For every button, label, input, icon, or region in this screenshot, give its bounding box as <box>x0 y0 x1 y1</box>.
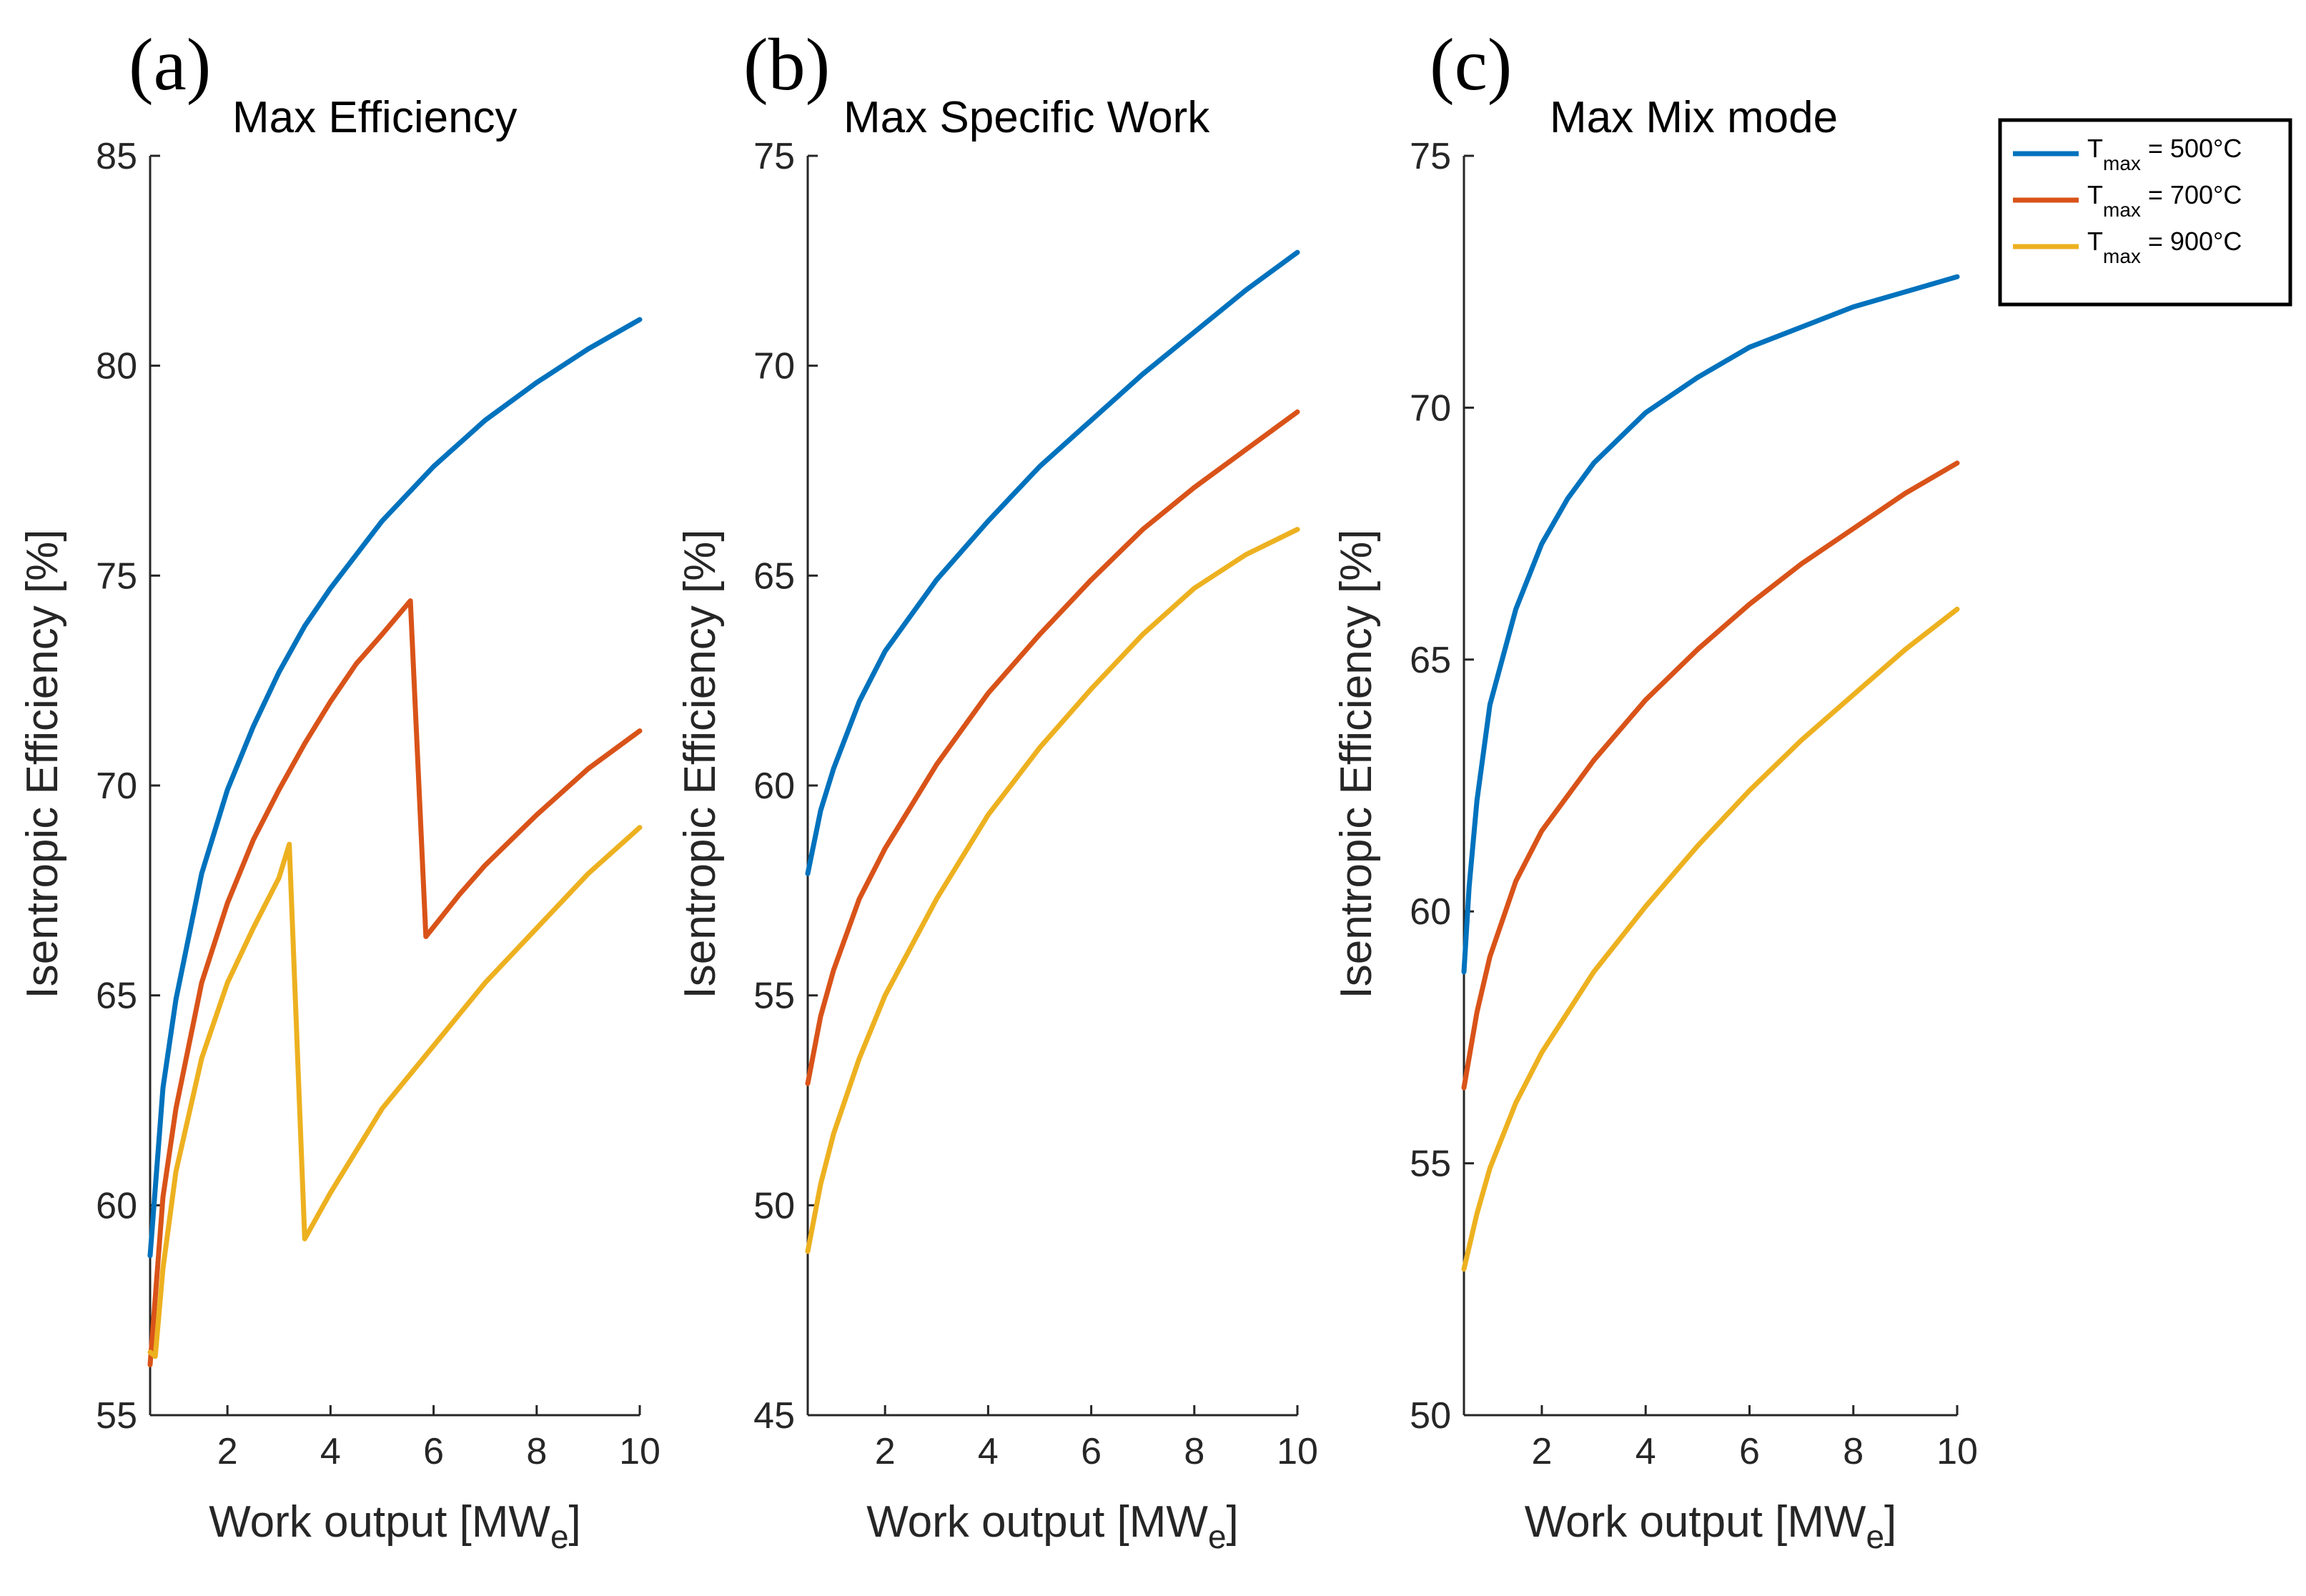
x-tick-label: 6 <box>423 1431 444 1472</box>
legend-label: Tmax = 900°C <box>2087 227 2242 267</box>
y-tick-label: 75 <box>1410 136 1451 177</box>
y-axis-label: Isentropic Efficiency [%] <box>1332 529 1381 998</box>
panel-c: (c) Max Mix mode 50 55 60 65 70 75 2 4 6 8 10 Work ou… <box>1332 24 1978 1555</box>
series-line-1 <box>1461 274 1960 975</box>
series-line-3 <box>805 527 1300 1254</box>
x-tick-label: 4 <box>1636 1431 1656 1472</box>
series-line-3 <box>1461 606 1960 1272</box>
y-tick-label: 60 <box>753 765 795 807</box>
y-tick-label: 55 <box>753 976 795 1017</box>
y-axis-label: Isentropic Efficiency [%] <box>676 529 725 998</box>
y-tick-label: 65 <box>753 555 795 597</box>
x-tick-label: 2 <box>217 1431 238 1472</box>
panel-a: (a) Max Efficiency 55 60 65 70 75 80 85 2 4 6 8 10 Wor… <box>18 24 660 1555</box>
x-tick-label: 8 <box>1184 1431 1204 1472</box>
x-axis-label: Work output [MWe] <box>209 1497 581 1555</box>
x-axis-label: Work output [MWe] <box>1525 1497 1897 1555</box>
y-tick-label: 55 <box>1410 1144 1451 1185</box>
series-line-2 <box>147 598 643 1367</box>
x-tick-label: 10 <box>1277 1431 1318 1472</box>
plot-title: Max Mix mode <box>1550 93 1838 142</box>
series-line-3 <box>147 825 643 1359</box>
x-tick-label: 4 <box>320 1431 341 1472</box>
y-tick-label: 70 <box>1410 387 1451 429</box>
y-tick-label: 55 <box>96 1395 137 1437</box>
series-line-1 <box>147 317 643 1259</box>
series-line-2 <box>1461 460 1960 1091</box>
x-tick-label: 2 <box>875 1431 896 1472</box>
panel-label: (c) <box>1430 24 1512 106</box>
y-tick-label: 50 <box>1410 1395 1451 1437</box>
x-tick-label: 8 <box>1843 1431 1864 1472</box>
y-tick-label: 70 <box>96 765 137 807</box>
x-axis-label: Work output [MWe] <box>866 1497 1239 1555</box>
plot-title: Max Specific Work <box>843 93 1210 142</box>
plot-title: Max Efficiency <box>232 93 518 142</box>
y-tick-label: 75 <box>96 555 137 597</box>
panel-label: (b) <box>743 24 830 106</box>
y-tick-label: 65 <box>1410 640 1451 681</box>
x-tick-label: 4 <box>978 1431 999 1472</box>
y-tick-label: 70 <box>753 346 795 387</box>
x-tick-label: 2 <box>1531 1431 1552 1472</box>
y-axis-label: Isentropic Efficiency [%] <box>18 529 67 998</box>
legend-box <box>1998 118 2292 307</box>
x-tick-label: 6 <box>1081 1431 1102 1472</box>
y-tick-label: 45 <box>753 1395 795 1437</box>
y-tick-label: 80 <box>96 346 137 387</box>
x-tick-label: 10 <box>619 1431 660 1472</box>
x-tick-label: 10 <box>1936 1431 1978 1472</box>
y-tick-label: 85 <box>96 136 137 177</box>
y-tick-label: 75 <box>753 136 795 177</box>
panel-b: (b) Max Specific Work 45 50 55 60 65 70 75 2 4 6 8 10… <box>676 24 1318 1555</box>
series-line-1 <box>805 249 1300 876</box>
y-tick-label: 60 <box>96 1185 137 1226</box>
x-tick-label: 8 <box>526 1431 547 1472</box>
panel-label: (a) <box>129 24 211 106</box>
y-tick-label: 65 <box>96 976 137 1017</box>
panels: (a) Max Efficiency 55 60 65 70 75 80 85 2 4 6 8 10 Wor… <box>18 24 1978 1555</box>
y-tick-label: 60 <box>1410 891 1451 933</box>
y-tick-label: 50 <box>753 1185 795 1226</box>
legend-entry: Tmax = 900°C <box>2013 227 2242 267</box>
series-line-2 <box>805 409 1300 1086</box>
x-tick-label: 6 <box>1739 1431 1760 1472</box>
